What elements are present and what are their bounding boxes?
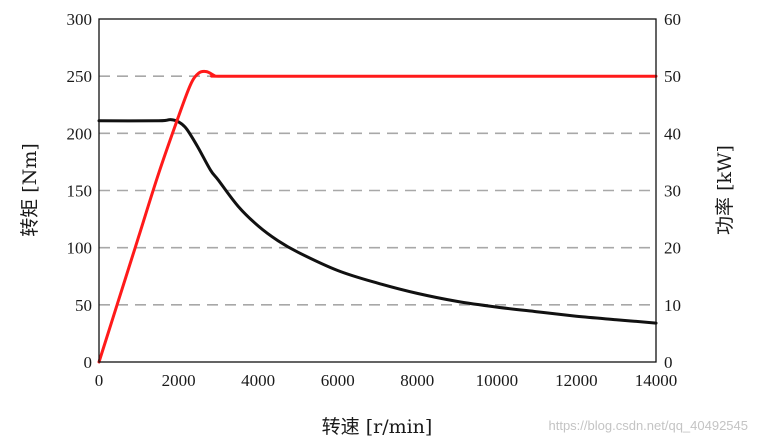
y-axis-title: 转矩 [Nm] [19, 143, 41, 237]
y2-tick-label: 20 [664, 239, 681, 258]
torque-series-line [97, 118, 658, 325]
x-tick-label: 4000 [241, 371, 275, 390]
x-axis-title: 转速 [r/min] [322, 416, 433, 438]
y2-tick-label: 60 [664, 10, 681, 29]
y2-tick-label: 10 [664, 296, 681, 315]
y2-tick-label: 0 [664, 353, 673, 372]
y-tick-label: 0 [84, 353, 93, 372]
y2-tick-label: 40 [664, 124, 681, 143]
y-tick-label: 300 [67, 10, 93, 29]
grid-lines [99, 75, 656, 306]
x-tick-labels: 0 2000 4000 6000 8000 10000 12000 14000 [95, 371, 678, 390]
power-series-line [97, 69, 658, 364]
y-tick-label: 100 [67, 239, 93, 258]
x-tick-label: 14000 [635, 371, 678, 390]
y-tick-label: 50 [75, 296, 92, 315]
x-tick-label: 12000 [555, 371, 598, 390]
x-tick-label: 10000 [476, 371, 519, 390]
y2-tick-label: 30 [664, 182, 681, 201]
series-lines [97, 69, 658, 364]
y-tick-labels: 0 50 100 150 200 250 300 [67, 10, 93, 372]
y2-tick-labels: 0 10 20 30 40 50 60 [664, 10, 681, 372]
y-tick-label: 150 [67, 182, 93, 201]
plot-frame [98, 18, 657, 363]
y2-tick-label: 50 [664, 67, 681, 86]
y-tick-label: 200 [67, 124, 93, 143]
watermark-text: https://blog.csdn.net/qq_40492545 [549, 418, 749, 433]
y-tick-label: 250 [67, 67, 93, 86]
y2-axis-title: 功率 [kW] [714, 145, 736, 235]
x-tick-label: 2000 [162, 371, 196, 390]
x-tick-label: 6000 [321, 371, 355, 390]
x-tick-label: 8000 [400, 371, 434, 390]
x-tick-label: 0 [95, 371, 104, 390]
